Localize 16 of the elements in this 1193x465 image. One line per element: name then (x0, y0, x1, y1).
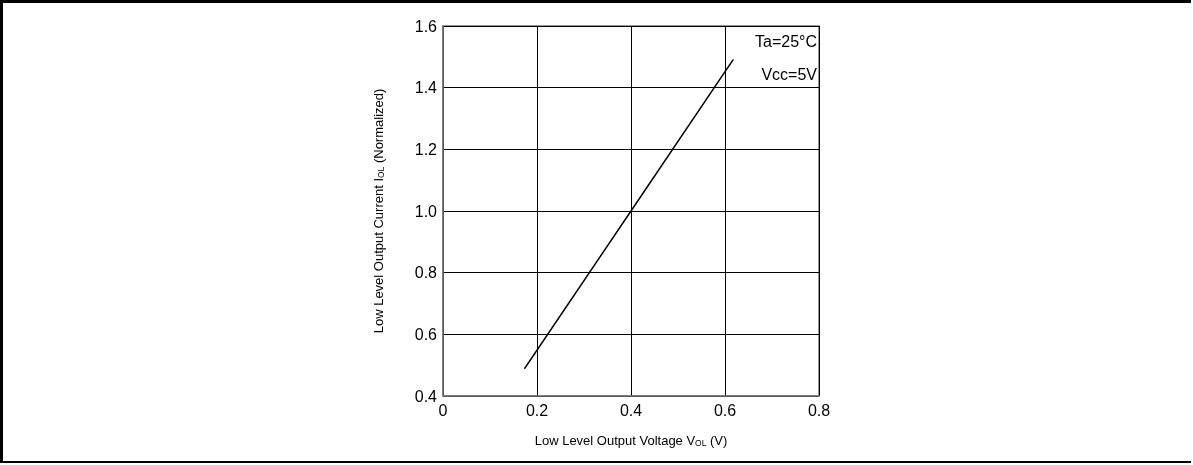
y-axis-title: Low Level Output Current IOL (Normalized) (371, 88, 386, 334)
x-tick-label: 0.8 (807, 401, 831, 419)
annotation: Vcc=5V (761, 65, 818, 83)
y-tick-label: 1.0 (414, 202, 438, 220)
x-tick-label: 0 (438, 401, 448, 419)
y-tick-label: 1.4 (414, 79, 438, 97)
annotation: Ta=25°C (755, 32, 818, 50)
x-tick-label: 0.6 (713, 401, 737, 419)
x-axis-title: Low Level Output Voltage VOL (V) (534, 433, 728, 448)
y-tick-label: 1.6 (414, 17, 438, 35)
y-tick-label: 1.2 (414, 140, 438, 158)
x-tick-label: 0.4 (619, 401, 643, 419)
y-tick-label: 0.4 (414, 387, 438, 405)
y-tick-label: 0.6 (414, 325, 438, 343)
y-tick-label: 0.8 (414, 264, 438, 282)
x-tick-label: 0.2 (525, 401, 549, 419)
